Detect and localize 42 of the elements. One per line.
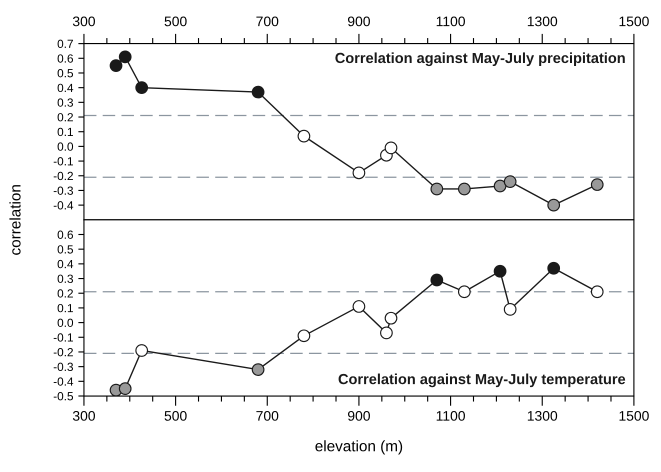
x-tick-label: 1300 bbox=[528, 410, 558, 421]
y-axis-title: correlation bbox=[9, 185, 21, 255]
y-tick-label: -0.3 bbox=[54, 362, 74, 372]
y-tick-label: 0.0 bbox=[58, 318, 74, 327]
x-tick-label: 700 bbox=[256, 16, 278, 26]
y-tick-label: 0.5 bbox=[58, 69, 74, 78]
y-tick-label: 0.3 bbox=[58, 274, 74, 283]
y-tick-label: 0.1 bbox=[58, 128, 73, 136]
y-tick-label: 0.2 bbox=[58, 289, 73, 298]
x-tick-label: 1300 bbox=[528, 16, 558, 26]
x-tick-label: 300 bbox=[72, 410, 95, 421]
y-tick-label: 0.0 bbox=[58, 142, 74, 151]
x-tick-label: 1500 bbox=[620, 410, 649, 421]
y-tick-label: -0.4 bbox=[54, 377, 74, 386]
y-tick-label: -0.3 bbox=[54, 186, 74, 195]
y-tick-label: 0.7 bbox=[58, 40, 73, 48]
y-tick-label: -0.4 bbox=[54, 201, 74, 210]
x-tick-label: 1500 bbox=[620, 16, 649, 26]
x-tick-label: 1100 bbox=[436, 410, 465, 421]
y-tick-label: 0.2 bbox=[58, 113, 73, 122]
x-tick-label: 900 bbox=[348, 410, 370, 421]
y-tick-label: -0.2 bbox=[54, 172, 73, 180]
x-tick-label: 300 bbox=[72, 16, 95, 26]
x-tick-label: 700 bbox=[256, 410, 278, 421]
text: Correlation against May-July precipitation bbox=[335, 52, 625, 66]
y-tick-label: 0.3 bbox=[58, 98, 74, 107]
y-tick-label: 0.4 bbox=[58, 260, 74, 268]
x-tick-label: 900 bbox=[348, 16, 370, 26]
x-axis-title: elevation (m) bbox=[315, 440, 402, 454]
y-tick-label: 0.6 bbox=[58, 54, 74, 63]
y-tick-label: 0.4 bbox=[58, 84, 74, 92]
y-tick-label: 0.5 bbox=[58, 245, 74, 254]
x-tick-label: 1100 bbox=[436, 16, 465, 26]
y-tick-label: -0.1 bbox=[54, 157, 73, 166]
x-tick-label: 500 bbox=[164, 16, 187, 26]
y-tick-label: 0.1 bbox=[58, 304, 73, 312]
y-tick-label: -0.2 bbox=[54, 348, 73, 356]
x-tick-label: 500 bbox=[164, 410, 187, 421]
y-tick-label: -0.5 bbox=[54, 392, 74, 400]
text: Correlation against May-July temperature bbox=[338, 374, 626, 388]
y-tick-label: -0.1 bbox=[54, 333, 73, 342]
y-tick-label: 0.6 bbox=[58, 230, 74, 239]
